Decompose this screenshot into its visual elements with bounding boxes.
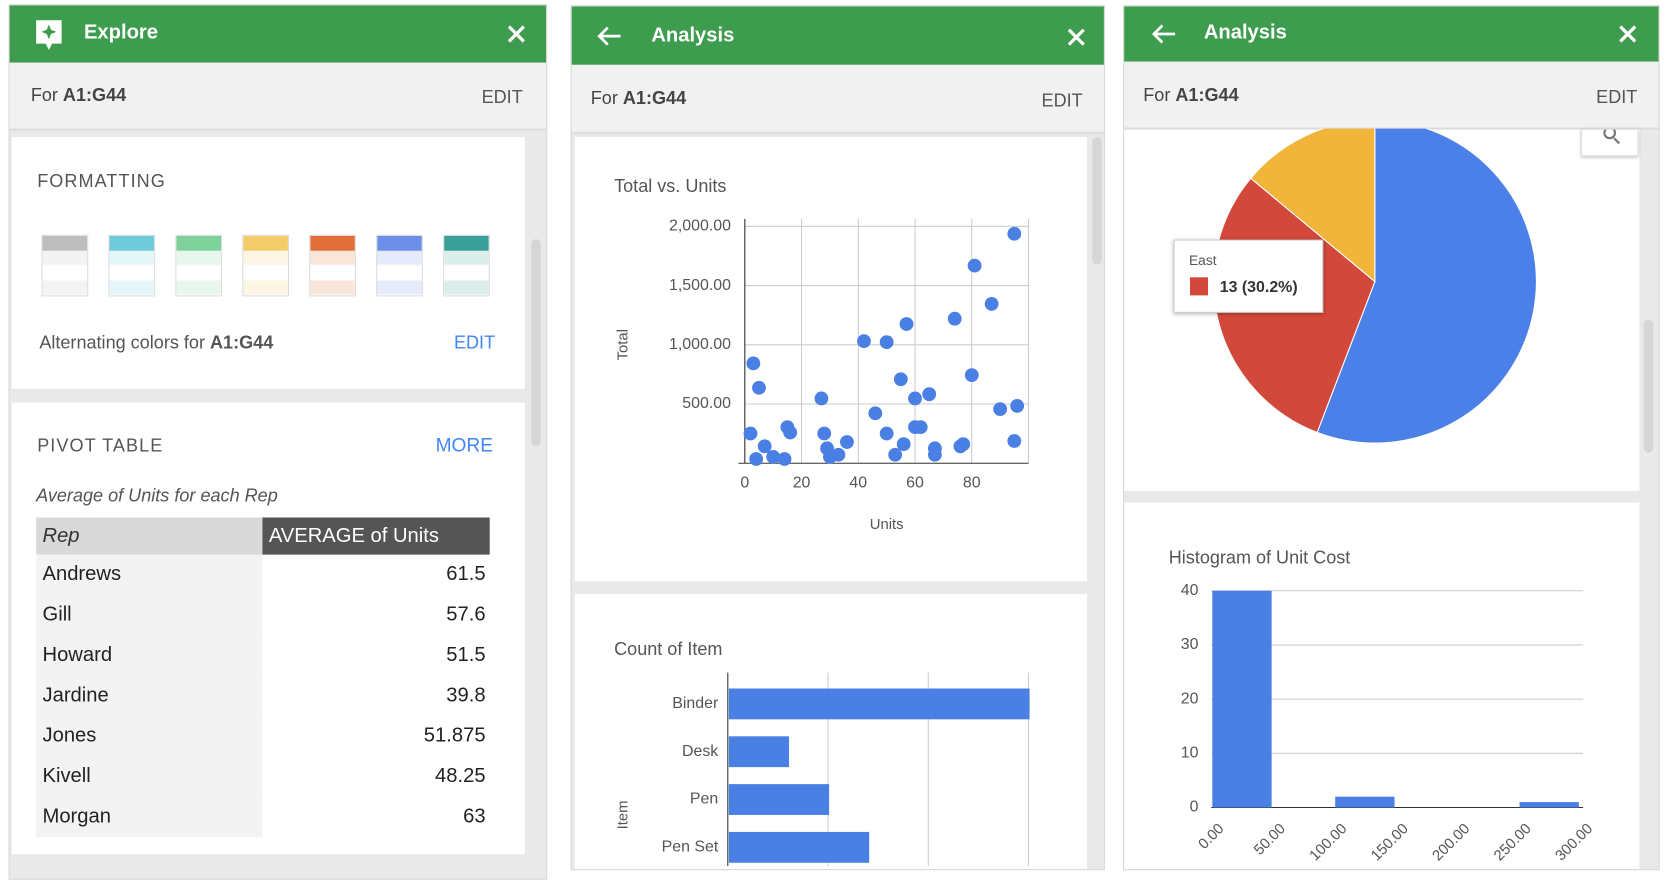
swatch-row bbox=[377, 280, 422, 296]
pivot-card: PIVOT TABLE MORE Average of Units for ea… bbox=[11, 402, 525, 855]
pivot-header-cell: Rep bbox=[36, 517, 263, 555]
pivot-header-cell: AVERAGE of Units bbox=[262, 517, 490, 555]
panel-title: Analysis bbox=[1203, 21, 1287, 44]
swatch-row bbox=[176, 280, 221, 296]
pivot-cell: Andrews bbox=[36, 554, 263, 595]
range-label: For A1:G44 bbox=[1143, 85, 1238, 106]
chart-card bbox=[1124, 502, 1640, 870]
back-button[interactable] bbox=[595, 24, 623, 47]
swatch-row bbox=[109, 250, 155, 266]
color-swatch[interactable] bbox=[309, 234, 356, 297]
range-edit[interactable]: EDIT bbox=[1596, 87, 1638, 108]
scrollbar[interactable] bbox=[1643, 319, 1654, 453]
pivot-cell: Howard bbox=[36, 635, 263, 676]
range-bar: For A1:G44 EDIT bbox=[9, 62, 547, 131]
swatch-row bbox=[41, 234, 509, 297]
caption-prefix: Alternating colors for bbox=[39, 332, 210, 353]
swatch-header bbox=[377, 235, 422, 251]
close-button[interactable] bbox=[507, 24, 526, 43]
color-swatch[interactable] bbox=[242, 234, 289, 297]
pivot-cell: Morgan bbox=[36, 796, 263, 838]
range: A1:G44 bbox=[622, 88, 687, 109]
pivot-cell: Kivell bbox=[36, 756, 263, 797]
analysis-panel: Analysis For A1:G44 EDIT bbox=[570, 5, 1105, 871]
pivot-cell: 61.5 bbox=[446, 563, 486, 586]
close-button[interactable] bbox=[1067, 28, 1086, 47]
range-edit[interactable]: EDIT bbox=[1041, 90, 1083, 111]
pivot-more[interactable]: MORE bbox=[435, 434, 493, 456]
swatch-row bbox=[243, 250, 288, 266]
swatch-header bbox=[176, 235, 221, 251]
color-swatch[interactable] bbox=[175, 234, 223, 297]
zoom-button[interactable] bbox=[1581, 129, 1639, 157]
formatting-edit[interactable]: EDIT bbox=[453, 332, 496, 353]
range-prefix: For bbox=[590, 88, 623, 109]
panel-title: Explore bbox=[83, 21, 158, 44]
scrollbar[interactable] bbox=[1092, 137, 1102, 265]
color-swatch[interactable] bbox=[41, 234, 89, 297]
swatch-row bbox=[444, 250, 489, 266]
range: A1:G44 bbox=[1175, 85, 1239, 106]
formatting-card: FORMATTING Alternating colors for A1:G44… bbox=[11, 137, 525, 389]
caption-range: A1:G44 bbox=[209, 332, 274, 353]
panel-header: Analysis bbox=[1124, 6, 1659, 62]
formatting-caption: Alternating colors for A1:G44 bbox=[39, 333, 273, 354]
pivot-cell: 51.5 bbox=[446, 643, 486, 667]
color-swatch[interactable] bbox=[443, 234, 490, 297]
pivot-cell: Gill bbox=[36, 595, 263, 636]
range-label: For A1:G44 bbox=[591, 88, 686, 109]
range-prefix: For bbox=[1143, 85, 1176, 106]
range-bar: For A1:G44 EDIT bbox=[1124, 61, 1659, 130]
pivot-cell: 51.875 bbox=[423, 724, 486, 747]
range: A1:G44 bbox=[62, 85, 127, 106]
swatch-row bbox=[243, 280, 288, 296]
pivot-table: Rep AVERAGE of Units Andrews 61.5 Gill 57.6 Ho… bbox=[36, 517, 490, 854]
close-button[interactable] bbox=[1618, 24, 1637, 43]
chart-card bbox=[1124, 129, 1640, 491]
range-edit[interactable]: EDIT bbox=[481, 87, 523, 108]
pivot-cell: 63 bbox=[463, 805, 486, 828]
panel-header: Explore bbox=[9, 5, 547, 63]
explore-panel: Explore For A1:G44 EDIT FORMATTING Alter… bbox=[8, 4, 548, 880]
range-prefix: For bbox=[30, 85, 63, 106]
range-bar: For A1:G44 EDIT bbox=[571, 64, 1104, 134]
explore-icon bbox=[36, 20, 62, 50]
pivot-cell: Jardine bbox=[36, 675, 263, 717]
swatch-header bbox=[42, 235, 88, 251]
pivot-cell: 48.25 bbox=[435, 765, 486, 788]
swatch-row bbox=[310, 280, 355, 296]
back-button[interactable] bbox=[1150, 22, 1178, 45]
swatch-header bbox=[310, 235, 355, 251]
pivot-caption: Average of Units for each Rep bbox=[36, 485, 278, 506]
pivot-cell: 57.6 bbox=[446, 603, 486, 626]
analysis-panel: Analysis For A1:G44 EDIT bbox=[1123, 5, 1660, 871]
panel-header: Analysis bbox=[571, 6, 1104, 65]
swatch-header bbox=[109, 235, 155, 251]
pivot-cell: 39.8 bbox=[446, 684, 486, 707]
swatch-row bbox=[377, 250, 422, 266]
swatch-row bbox=[42, 250, 88, 266]
swatch-header bbox=[444, 235, 489, 251]
chart-card bbox=[574, 137, 1087, 582]
swatch-row bbox=[310, 250, 355, 266]
range-label: For A1:G44 bbox=[31, 85, 126, 106]
swatch-row bbox=[42, 280, 88, 296]
zoom-icon bbox=[1603, 129, 1621, 145]
swatch-row bbox=[176, 250, 221, 266]
color-swatch[interactable] bbox=[376, 234, 423, 297]
scrollbar[interactable] bbox=[531, 239, 541, 447]
section-heading: FORMATTING bbox=[37, 171, 166, 192]
swatch-row bbox=[444, 280, 489, 296]
swatch-row bbox=[109, 280, 155, 296]
chart-card bbox=[574, 593, 1087, 870]
pivot-cell: Jones bbox=[36, 716, 263, 757]
section-heading: PIVOT TABLE bbox=[37, 435, 164, 456]
panel-title: Analysis bbox=[651, 24, 735, 47]
swatch-header bbox=[243, 235, 288, 251]
color-swatch[interactable] bbox=[108, 234, 156, 297]
